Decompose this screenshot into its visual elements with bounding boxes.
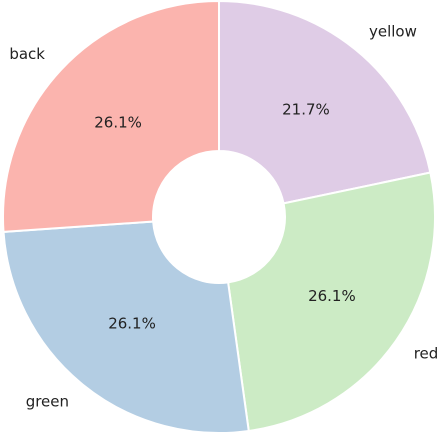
percent-label-back: 26.1% — [94, 113, 142, 131]
percent-label-red: 26.1% — [308, 287, 356, 305]
category-label-back: back — [9, 45, 45, 63]
chart-category-labels: yellow red green back — [9, 23, 438, 411]
chart-slices — [2, 0, 436, 434]
chart-percent-labels: 21.7% 26.1% 26.1% 26.1% — [94, 100, 355, 332]
slice-red — [226, 171, 436, 433]
category-label-red: red — [414, 344, 439, 362]
category-label-green: green — [26, 392, 69, 410]
slice-yellow — [218, 0, 432, 205]
category-label-yellow: yellow — [369, 23, 417, 41]
percent-label-green: 26.1% — [108, 315, 156, 333]
slice-back — [2, 0, 220, 233]
percent-label-yellow: 21.7% — [282, 100, 330, 118]
slice-green — [2, 220, 250, 434]
